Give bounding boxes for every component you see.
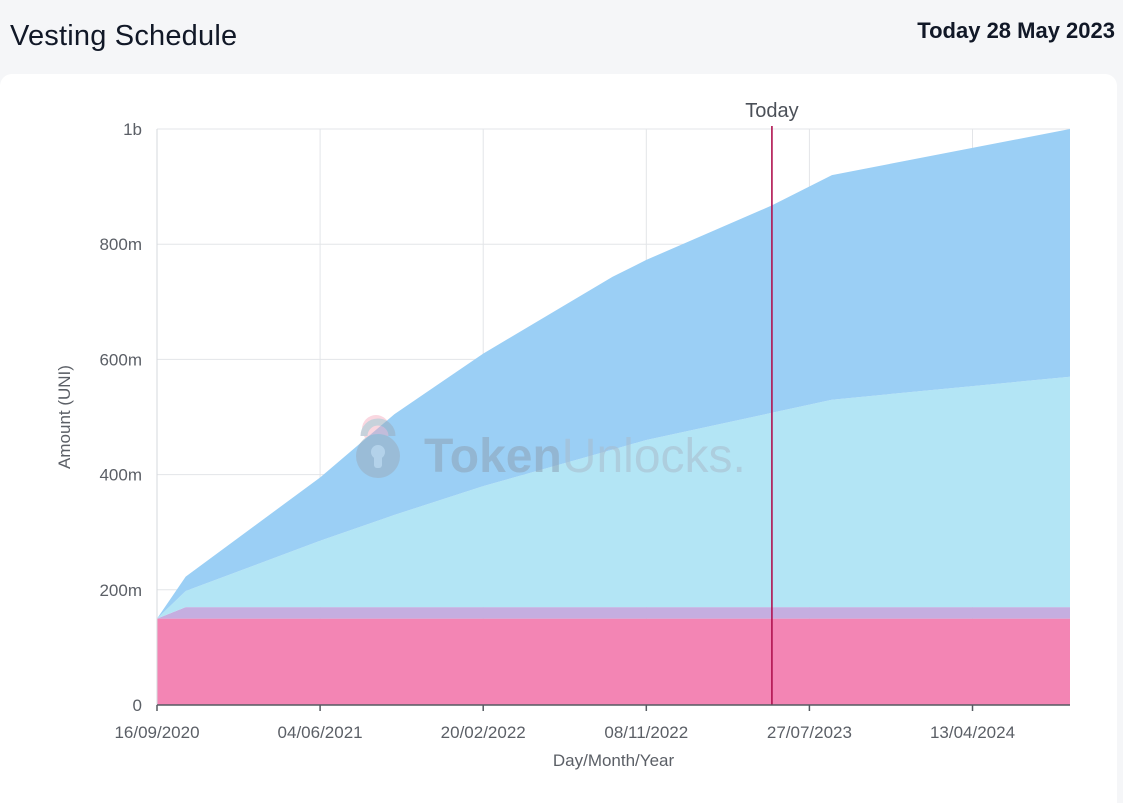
vesting-chart: TokenUnlocks. Today 0 200m 400m 600m 800m 1b 1…: [55, 100, 1070, 770]
today-marker: Today: [745, 100, 799, 705]
y-tick-label: 600m: [99, 350, 142, 369]
today-marker-label: Today: [745, 100, 798, 122]
x-tick-label: 04/06/2021: [278, 723, 363, 742]
series-area-4: [157, 129, 1070, 619]
x-axis-title: Day/Month/Year: [553, 751, 675, 770]
y-tick-label: 1b: [123, 120, 142, 139]
y-axis-title: Amount (UNI): [55, 365, 74, 469]
x-tick-label: 08/11/2022: [604, 723, 688, 742]
page-title: Vesting Schedule: [10, 20, 238, 52]
lock-icon: [356, 415, 400, 478]
series-areas: [157, 129, 1070, 705]
y-tick-label: 400m: [99, 466, 142, 485]
watermark-bold: Token: [424, 430, 562, 483]
today-date: Today 28 May 2023: [917, 18, 1115, 43]
x-tick-label: 13/04/2024: [930, 723, 1015, 742]
series-area-1: [157, 618, 1070, 705]
x-tick-label: 16/09/2020: [114, 723, 199, 742]
x-tick-label: 27/07/2023: [767, 723, 852, 742]
y-tick-label: 200m: [99, 581, 142, 600]
chart-card: TokenUnlocks. Today 0 200m 400m 600m 800m 1b 1…: [0, 74, 1117, 803]
y-tick-label: 0: [133, 696, 142, 715]
watermark-light: Unlocks.: [562, 430, 746, 483]
axes: 0 200m 400m 600m 800m 1b 16/09/2020 04/06/2021 2…: [55, 120, 1070, 770]
x-tick-label: 20/02/2022: [441, 723, 526, 742]
svg-text:TokenUnlocks.: TokenUnlocks.: [424, 430, 746, 483]
header: Vesting Schedule Today 28 May 2023: [0, 0, 1123, 72]
series-area-2: [157, 607, 1070, 619]
y-tick-label: 800m: [99, 235, 142, 254]
watermark: TokenUnlocks.: [356, 415, 746, 483]
series-area-3: [157, 376, 1070, 619]
